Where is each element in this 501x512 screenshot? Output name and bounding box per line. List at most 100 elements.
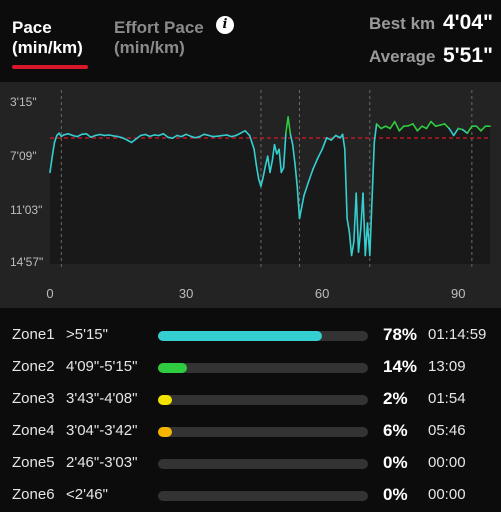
zone-percent: 6% (383, 421, 408, 440)
pace-line-segment (49, 155, 54, 174)
zone-row: Zone6 <2'46" 0% 00:00 (0, 482, 501, 512)
pace-line-segment (321, 136, 328, 151)
header: Pace (min/km) Effort Pace (min/km) i Bes… (0, 0, 501, 80)
pace-line-segment (389, 120, 396, 130)
pace-line-segment (475, 125, 482, 132)
info-icon[interactable]: i (216, 16, 234, 34)
pace-line-segment (343, 148, 348, 220)
zone-time: 05:46 (428, 422, 466, 439)
pace-line-segment (393, 120, 401, 132)
average-label: Average (369, 47, 436, 66)
pace-line-segment (421, 125, 428, 130)
zone-time: 13:09 (428, 358, 466, 375)
pace-line-segment (287, 116, 292, 136)
zone-row: Zone2 4'09"-5'15" 14% 13:09 (0, 354, 501, 384)
pace-line-segment (255, 164, 260, 181)
pace-line-segment (162, 132, 169, 139)
pace-line-segment (346, 217, 351, 234)
y-tick-label: 3'15" (10, 95, 37, 109)
pace-line-segment (253, 148, 258, 167)
zone-row: Zone1 >5'15" 78% 01:14:59 (0, 322, 501, 352)
x-tick-label: 0 (46, 286, 53, 301)
pace-line-segment (85, 132, 92, 139)
pace-chart[interactable]: 3'15" 7'09" 11'03" 14'57" 0 30 60 90 (0, 82, 501, 308)
zone-bar-track (158, 459, 368, 469)
zone-bar-track (158, 491, 368, 501)
tab-effort-pace-unit: (min/km) (114, 38, 185, 57)
pace-line-segment (248, 134, 255, 151)
zone-name: Zone6 (12, 486, 55, 503)
pace-line-segment (185, 133, 192, 138)
pace-line-segment (260, 176, 265, 187)
zone-pace-range: <2'46" (66, 486, 108, 503)
zone-pace-range: 3'04"-3'42" (66, 422, 138, 439)
pace-line-segment (121, 136, 128, 141)
zone-name: Zone1 (12, 326, 55, 343)
pace-line-segment (407, 123, 414, 127)
zone-time: 00:00 (428, 454, 466, 471)
pace-line-segment (350, 240, 355, 257)
pace-line-segment (425, 120, 432, 130)
pace-line-segment (330, 134, 337, 141)
pace-line-segment (90, 134, 97, 139)
pace-line-segment (266, 155, 271, 174)
pace-line-segment (135, 134, 142, 140)
zone-percent: 14% (383, 357, 418, 376)
zone-time: 01:14:59 (428, 326, 487, 343)
zone-bar-fill (158, 363, 188, 373)
pace-line-segment (307, 168, 314, 183)
pace-line (49, 116, 491, 257)
y-tick-label: 11'03" (10, 203, 42, 217)
zone-time: 01:54 (428, 390, 466, 407)
pace-line-segment (53, 134, 58, 144)
zone-bar-track (158, 427, 368, 437)
x-tick-label: 30 (179, 286, 193, 301)
pace-line-segment (348, 231, 353, 257)
pace-line-segment (357, 229, 362, 253)
pace-line-segment (235, 132, 242, 137)
pace-line-segment (355, 192, 360, 253)
zone-name: Zone4 (12, 422, 55, 439)
pace-line-segment (289, 133, 294, 146)
zone-row: Zone3 3'43"-4'08" 2% 01:54 (0, 386, 501, 416)
tab-pace-unit: (min/km) (12, 38, 83, 57)
pace-line-segment (239, 129, 246, 135)
best-km-value: 4'04" (443, 11, 493, 34)
pace-line-segment (126, 139, 133, 144)
pace-line-segment (362, 192, 367, 257)
zone-time: 00:00 (428, 486, 466, 503)
pace-line-segment (398, 125, 405, 132)
pace-line-segment (452, 127, 460, 137)
pace-line-segment (375, 123, 382, 130)
pace-line-segment (130, 138, 137, 144)
zone-pace-range: 3'43"-4'08" (66, 390, 138, 407)
pace-line-segment (280, 167, 285, 174)
pace-line-segment (316, 148, 324, 160)
pace-line-segment (67, 132, 74, 137)
tab-effort-pace[interactable]: Effort Pace (min/km) (114, 18, 204, 58)
zone-bar-track (158, 331, 368, 341)
pace-line-segment (171, 134, 178, 140)
x-tick-label: 90 (451, 286, 465, 301)
tab-pace[interactable]: Pace (min/km) (12, 18, 83, 58)
zone-pace-range: 4'09"-5'15" (66, 358, 138, 375)
pace-line-segment (430, 120, 437, 128)
zone-name: Zone3 (12, 390, 55, 407)
pace-line-segment (144, 133, 151, 138)
pace-line-segment (371, 141, 376, 199)
zone-percent: 2% (383, 389, 408, 408)
zone-row: Zone5 2'46"-3'03" 0% 00:00 (0, 450, 501, 480)
zone-percent: 78% (383, 325, 418, 344)
zone-bar-fill (158, 331, 322, 341)
zone-pace-range: >5'15" (66, 326, 108, 343)
zone-bar-fill (158, 395, 172, 405)
pace-line-segment (384, 125, 392, 130)
zone-bar-fill (158, 427, 172, 437)
pace-line-segment (291, 143, 296, 164)
pace-line-segment (312, 157, 319, 170)
x-axis-ticks: 0 30 60 90 (46, 286, 465, 301)
pace-line-segment (51, 141, 56, 157)
pace-line-segment (296, 185, 301, 220)
pace-line-segment (368, 197, 373, 257)
pace-line-segment (298, 194, 305, 220)
